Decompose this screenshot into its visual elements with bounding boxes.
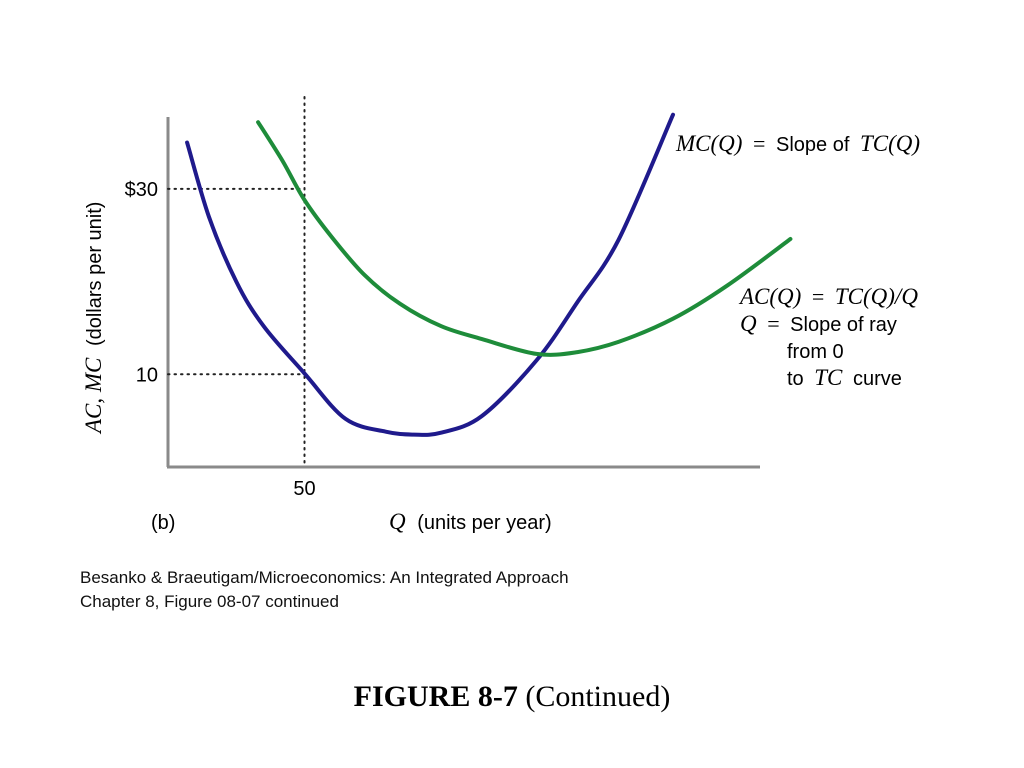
y-axis-label-text: (dollars per unit) xyxy=(84,202,106,347)
y-axis-label: AC, MC (dollars per unit) xyxy=(81,202,106,435)
ac-annotation-line4-math: TC xyxy=(814,365,843,390)
caption-line-2: Chapter 8, Figure 08-07 continued xyxy=(80,592,339,611)
x-axis-label-var: Q xyxy=(389,509,406,534)
caption-line-1: Besanko & Braeutigam/Microeconomics: An … xyxy=(80,568,569,587)
ac-annotation-math2: TC(Q)/Q xyxy=(835,284,918,309)
mc-annotation-math2: TC(Q) xyxy=(860,131,920,156)
figure-title: FIGURE 8-7 (Continued) xyxy=(0,680,1024,714)
x-tick-label-50: 50 xyxy=(293,478,315,500)
mc-annotation: MC(Q) = Slope of TC(Q) xyxy=(675,131,920,156)
ac-annotation-line3: from 0 xyxy=(787,341,844,363)
mc-annotation-math: MC(Q) xyxy=(675,131,742,156)
ac-annotation-eq: = xyxy=(812,284,824,309)
curves xyxy=(185,112,793,437)
ac-annotation-line4: to TC curve xyxy=(787,365,902,390)
ac-annotation-line2: Q = Slope of ray xyxy=(740,311,897,336)
figure-title-number: FIGURE 8-7 xyxy=(353,680,518,713)
chart: $30 10 50 (b) Q (units per year) AC, MC … xyxy=(81,96,920,534)
mc-curve xyxy=(185,112,675,437)
ac-annotation-line2-math: Q xyxy=(740,311,757,336)
x-axis-label: Q (units per year) xyxy=(389,509,552,534)
ac-annotation-line4-post: curve xyxy=(853,368,902,390)
ac-annotation-line2-eq: = xyxy=(767,311,779,336)
ac-annotation-math: AC(Q) xyxy=(738,284,801,309)
y-tick-label-10: 10 xyxy=(136,364,158,386)
panel-label: (b) xyxy=(151,512,175,534)
mc-annotation-eq: = xyxy=(753,131,765,156)
caption: Besanko & Braeutigam/Microeconomics: An … xyxy=(80,566,569,614)
ac-annotation-line4-pre: to xyxy=(787,368,804,390)
y-axis-label-var: AC, MC xyxy=(81,357,106,435)
ac-curve xyxy=(256,120,793,357)
ac-annotation-line2-text: Slope of ray xyxy=(790,314,897,336)
x-axis-label-text: (units per year) xyxy=(417,512,552,534)
figure-title-rest: (Continued) xyxy=(525,680,671,713)
ac-annotation-line1: AC(Q) = TC(Q)/Q xyxy=(738,284,918,309)
y-tick-label-30: $30 xyxy=(125,179,158,201)
mc-annotation-text: Slope of xyxy=(776,134,850,156)
